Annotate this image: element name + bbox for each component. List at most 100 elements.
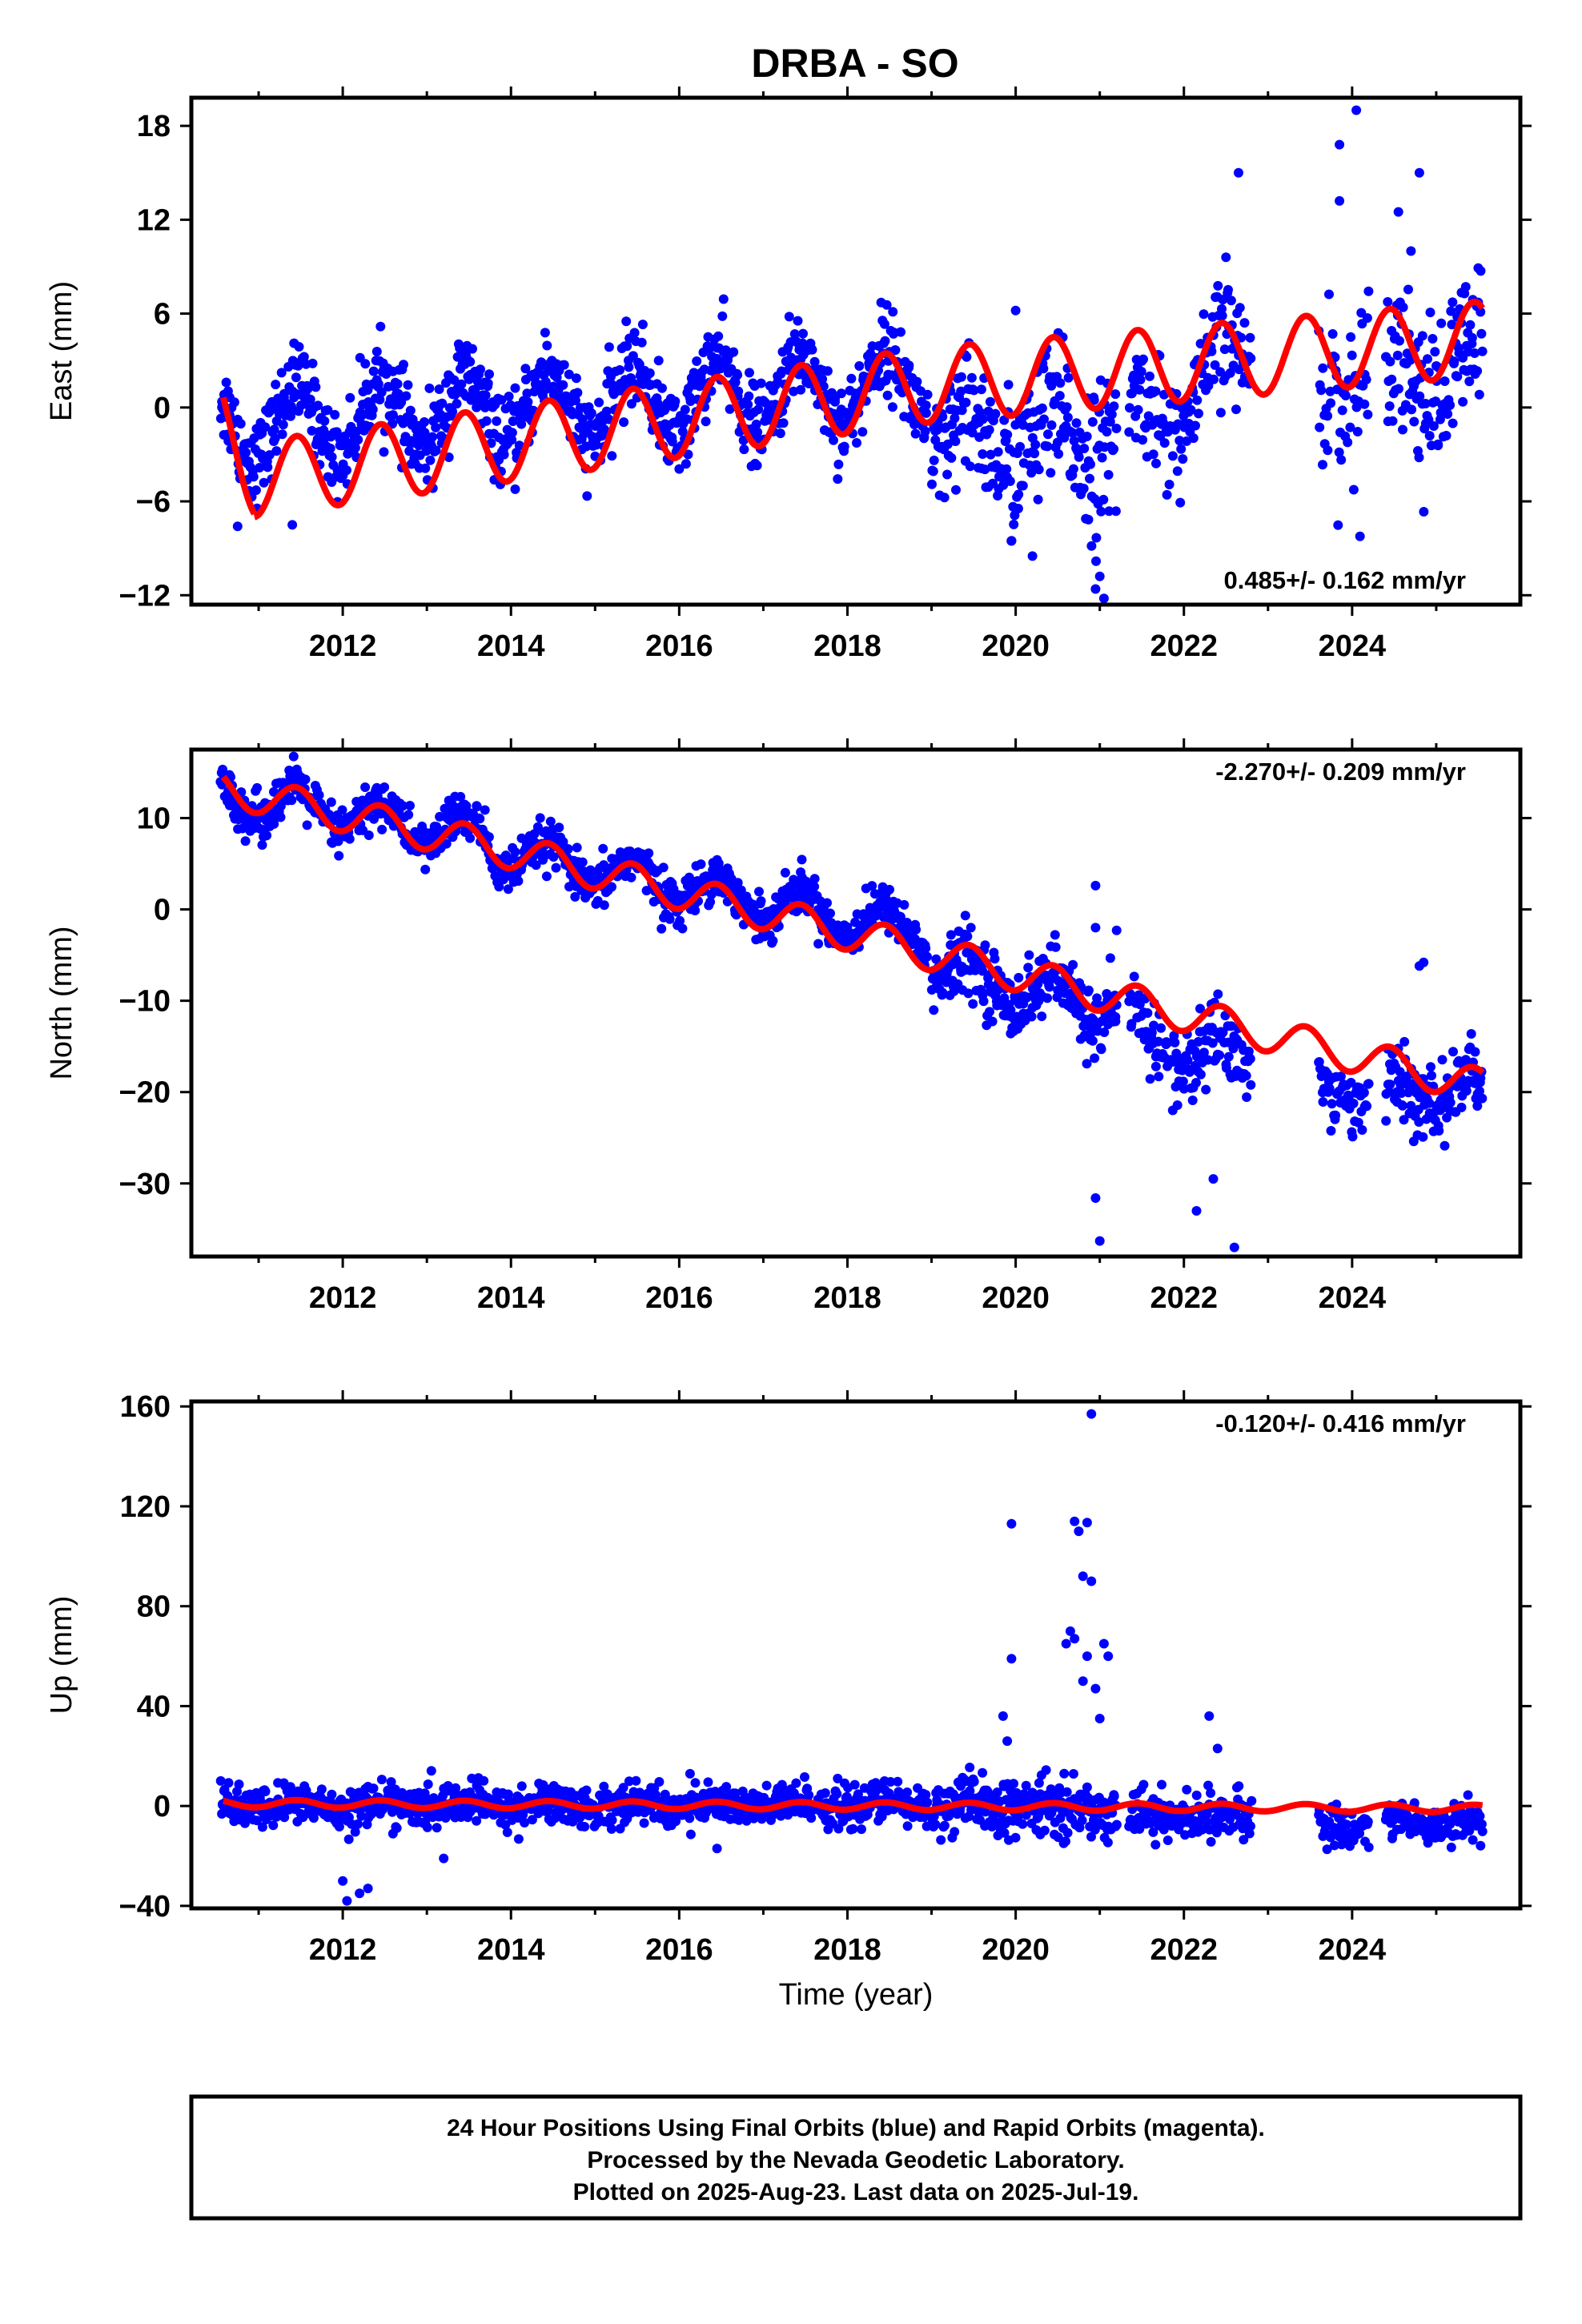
data-point <box>1105 953 1115 963</box>
data-point <box>1215 1050 1225 1060</box>
data-point <box>1069 436 1079 446</box>
data-point <box>1357 1125 1367 1135</box>
data-point <box>375 321 386 332</box>
data-point <box>690 1778 701 1788</box>
data-point <box>1355 531 1365 541</box>
data-point <box>950 413 960 424</box>
data-point <box>545 816 556 826</box>
data-point <box>448 407 458 416</box>
outlier-point <box>1229 1242 1239 1252</box>
data-point <box>946 930 956 940</box>
data-point <box>718 294 729 304</box>
data-point <box>1387 374 1397 384</box>
data-point <box>601 406 612 416</box>
data-point <box>938 987 948 998</box>
data-point <box>392 379 403 389</box>
data-point <box>558 380 568 390</box>
data-point <box>510 383 520 393</box>
data-point <box>441 838 452 849</box>
data-point <box>751 419 761 429</box>
data-point <box>950 1827 960 1837</box>
data-point <box>1225 368 1235 378</box>
data-point <box>1441 431 1452 440</box>
data-point <box>1168 1056 1178 1067</box>
data-point <box>1476 328 1487 339</box>
data-point <box>465 833 476 843</box>
data-point <box>1394 384 1403 394</box>
data-point <box>817 374 828 384</box>
data-point <box>401 391 412 401</box>
data-point <box>1042 993 1053 1003</box>
data-point <box>626 399 636 409</box>
data-point <box>1150 386 1161 396</box>
data-point <box>604 342 614 352</box>
data-point <box>939 493 950 503</box>
data-point <box>809 882 820 892</box>
data-point <box>990 954 1000 964</box>
data-point <box>1199 309 1209 320</box>
data-point <box>369 814 379 824</box>
data-point <box>234 1779 244 1790</box>
data-point <box>1082 1059 1092 1069</box>
data-point <box>432 822 442 832</box>
data-point <box>1201 1084 1211 1095</box>
data-point <box>888 307 898 317</box>
outlier-point <box>1010 305 1021 316</box>
data-point <box>391 1823 402 1833</box>
data-point <box>969 385 979 396</box>
data-point <box>1013 504 1023 513</box>
data-point <box>1103 469 1114 480</box>
data-point <box>572 388 583 398</box>
data-point <box>893 1776 903 1787</box>
data-point <box>1062 412 1073 423</box>
data-point <box>967 428 978 438</box>
data-point <box>712 354 722 364</box>
data-point <box>657 383 667 393</box>
data-point <box>1083 1793 1094 1803</box>
north-model-curve <box>483 839 1485 1096</box>
data-point <box>327 1789 337 1799</box>
data-point <box>929 1005 939 1015</box>
data-point <box>1347 1132 1358 1142</box>
data-point <box>832 1789 842 1799</box>
y-tick-label: 12 <box>137 203 171 237</box>
x-tick-label: 2012 <box>309 1933 377 1967</box>
data-point <box>316 1784 327 1795</box>
data-point <box>325 443 335 453</box>
data-point <box>1469 348 1480 358</box>
data-point <box>334 1822 344 1831</box>
x-tick-label: 2020 <box>982 1933 1050 1967</box>
data-point <box>1182 1055 1193 1065</box>
data-point <box>999 1827 1010 1838</box>
data-point <box>314 790 324 800</box>
data-point <box>730 377 741 388</box>
data-point <box>1331 1110 1341 1120</box>
data-point <box>484 369 494 380</box>
data-point <box>577 857 588 867</box>
data-point <box>677 426 688 436</box>
x-tick-label: 2016 <box>645 1933 713 1967</box>
data-point <box>849 1779 860 1790</box>
data-point <box>644 848 654 858</box>
up-y-axis-label: Up (mm) <box>45 1596 78 1715</box>
data-point <box>607 451 617 461</box>
data-point <box>1414 1117 1424 1127</box>
data-point <box>1156 1023 1166 1033</box>
data-point <box>1464 1826 1475 1835</box>
data-point <box>1142 1008 1153 1018</box>
data-point <box>599 900 609 911</box>
outlier-point <box>1090 1683 1101 1694</box>
data-point <box>820 1788 830 1798</box>
data-point <box>685 1813 695 1823</box>
data-point <box>929 455 939 465</box>
data-point <box>1134 384 1145 395</box>
data-point <box>717 311 728 321</box>
outlier-point <box>1070 1516 1080 1526</box>
data-point <box>300 774 311 785</box>
data-point <box>1162 1037 1173 1047</box>
data-point <box>1174 436 1185 446</box>
outlier-point <box>712 1844 722 1854</box>
data-point <box>1217 311 1227 321</box>
x-tick-label: 2020 <box>982 1281 1050 1315</box>
data-point <box>404 810 414 820</box>
